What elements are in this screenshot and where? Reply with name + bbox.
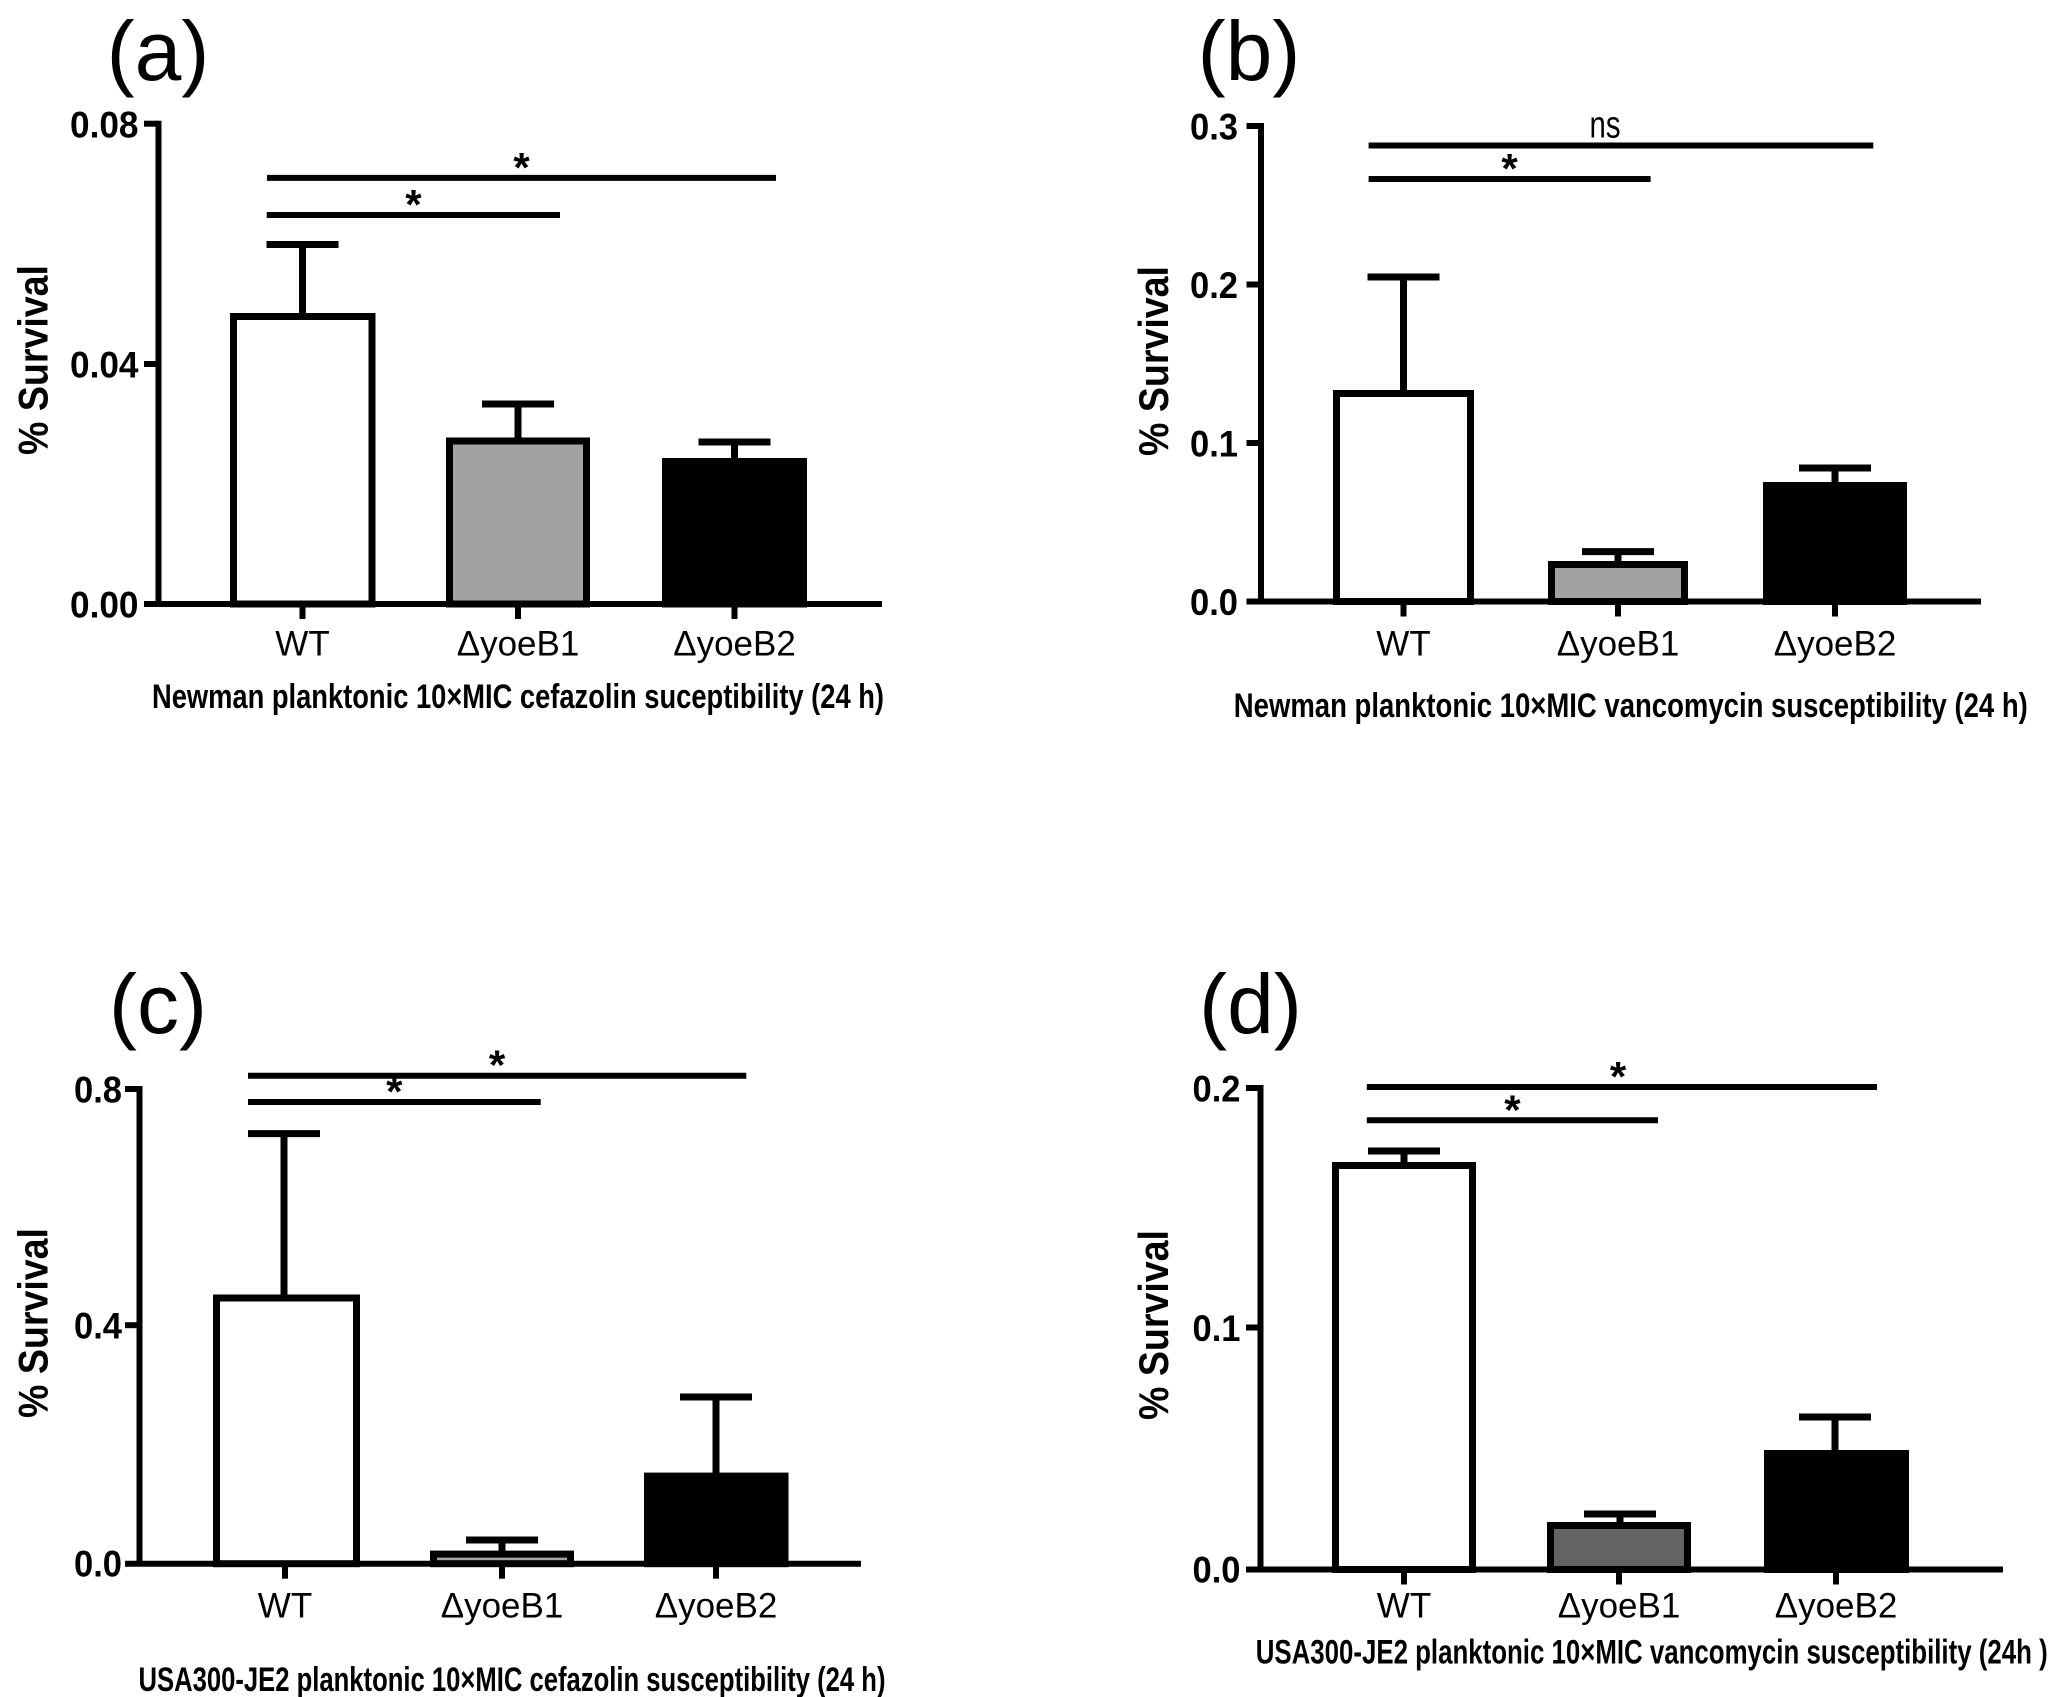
svg-text:Newman planktonic 10×MIC cefaz: Newman planktonic 10×MIC cefazolin sucep… <box>152 678 884 716</box>
svg-text:*: * <box>405 181 422 228</box>
svg-text:USA300-JE2 planktonic 10×MIC c: USA300-JE2 planktonic 10×MIC cefazolin s… <box>139 1661 886 1697</box>
svg-text:WT: WT <box>1377 1587 1431 1626</box>
svg-text:0.2: 0.2 <box>1190 265 1238 306</box>
svg-text:*: * <box>386 1068 403 1115</box>
svg-text:% Survival: % Survival <box>1130 266 1177 456</box>
svg-text:WT: WT <box>1376 625 1430 664</box>
svg-text:0.1: 0.1 <box>1193 1308 1241 1349</box>
svg-text:0.2: 0.2 <box>1193 1069 1241 1110</box>
svg-text:ΔyoeB1: ΔyoeB1 <box>1557 625 1680 664</box>
svg-text:ΔyoeB2: ΔyoeB2 <box>1775 1587 1898 1626</box>
svg-text:0.4: 0.4 <box>74 1306 122 1347</box>
svg-text:(a): (a) <box>107 4 210 98</box>
svg-text:0.3: 0.3 <box>1190 107 1238 148</box>
svg-text:0.0: 0.0 <box>1190 582 1238 623</box>
svg-text:0.0: 0.0 <box>74 1544 122 1585</box>
svg-text:ΔyoeB1: ΔyoeB1 <box>441 1587 564 1626</box>
svg-text:0.8: 0.8 <box>74 1070 122 1111</box>
svg-text:% Survival: % Survival <box>1130 1230 1177 1420</box>
svg-text:ΔyoeB1: ΔyoeB1 <box>457 625 580 664</box>
svg-text:% Survival: % Survival <box>10 265 57 455</box>
svg-text:*: * <box>513 144 530 191</box>
svg-text:WT: WT <box>275 625 329 664</box>
svg-text:ΔyoeB2: ΔyoeB2 <box>1774 625 1897 664</box>
svg-text:WT: WT <box>258 1587 312 1626</box>
svg-text:(b): (b) <box>1198 4 1301 98</box>
svg-text:0.04: 0.04 <box>70 345 139 386</box>
svg-text:*: * <box>1504 1086 1521 1133</box>
svg-text:(d): (d) <box>1199 957 1302 1051</box>
svg-text:ΔyoeB1: ΔyoeB1 <box>1558 1587 1681 1626</box>
svg-text:0.1: 0.1 <box>1190 424 1238 465</box>
svg-text:*: * <box>1610 1053 1627 1100</box>
svg-text:0.0: 0.0 <box>1193 1550 1241 1591</box>
svg-text:*: * <box>489 1042 506 1089</box>
svg-text:% Survival: % Survival <box>10 1228 57 1418</box>
svg-text:(c): (c) <box>109 957 207 1051</box>
svg-text:0.08: 0.08 <box>70 105 139 146</box>
svg-text:ΔyoeB2: ΔyoeB2 <box>655 1587 778 1626</box>
svg-text:0.00: 0.00 <box>70 585 139 626</box>
svg-text:ns: ns <box>1590 105 1621 147</box>
svg-text:Newman planktonic 10×MIC vanco: Newman planktonic 10×MIC vancomycin susc… <box>1234 687 2028 725</box>
svg-text:USA300-JE2 planktonic 10×MIC v: USA300-JE2 planktonic 10×MIC vancomycin … <box>1256 1634 2048 1672</box>
svg-text:ΔyoeB2: ΔyoeB2 <box>673 625 796 664</box>
svg-text:*: * <box>1501 145 1518 192</box>
